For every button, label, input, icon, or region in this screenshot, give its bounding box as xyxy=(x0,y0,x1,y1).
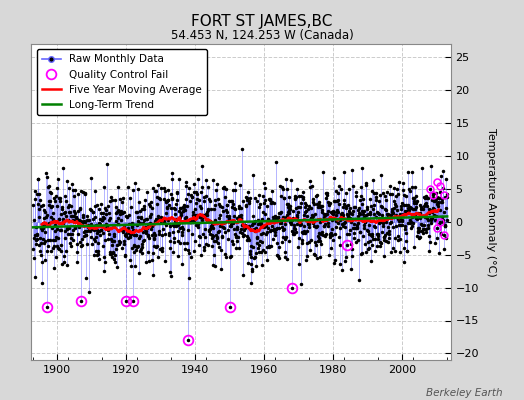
Text: FORT ST JAMES,BC: FORT ST JAMES,BC xyxy=(191,14,333,29)
Text: Berkeley Earth: Berkeley Earth xyxy=(427,388,503,398)
Legend: Raw Monthly Data, Quality Control Fail, Five Year Moving Average, Long-Term Tren: Raw Monthly Data, Quality Control Fail, … xyxy=(37,49,207,115)
Y-axis label: Temperature Anomaly (°C): Temperature Anomaly (°C) xyxy=(486,128,496,276)
Text: 54.453 N, 124.253 W (Canada): 54.453 N, 124.253 W (Canada) xyxy=(171,29,353,42)
